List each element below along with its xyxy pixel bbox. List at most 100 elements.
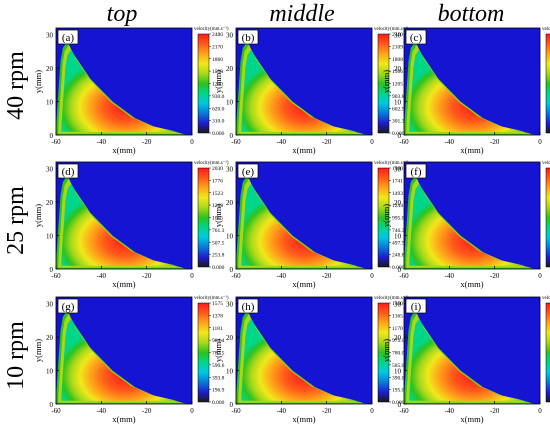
y-tick-label: 20 bbox=[394, 334, 402, 342]
colorbar-tick-label: 0.000 bbox=[392, 400, 405, 406]
y-axis-label: y(mm) bbox=[33, 339, 43, 362]
plot-frame bbox=[235, 296, 373, 405]
colorbar-title: velocity(mm.s⁻¹) bbox=[542, 295, 550, 301]
colorbar-tick-label: 390.0 bbox=[392, 375, 405, 381]
y-tick-label: 10 bbox=[226, 368, 234, 376]
colorbar-tick-label: 2030 bbox=[212, 166, 223, 172]
colorbar-tick-label: 0.000 bbox=[392, 265, 405, 271]
y-axis-label: y(mm) bbox=[213, 339, 223, 362]
panel-label: (g) bbox=[62, 301, 75, 313]
y-tick-label: 20 bbox=[226, 334, 234, 342]
panel-label-box bbox=[237, 163, 259, 179]
y-tick-label: 0 bbox=[230, 132, 234, 140]
y-axis-label: y(mm) bbox=[213, 204, 223, 227]
colorbar-tick-label: 1015 bbox=[212, 216, 223, 222]
panel-label: (d) bbox=[62, 166, 75, 178]
velocity-contour-core bbox=[61, 183, 178, 266]
colorbar-tick-label: 585.0 bbox=[392, 363, 405, 369]
y-tick-label: 10 bbox=[46, 233, 54, 241]
y-tick-label: 0 bbox=[398, 266, 402, 274]
x-tick-label: -40 bbox=[277, 272, 287, 280]
velocity-contour-core bbox=[241, 49, 358, 132]
y-tick-label: 0 bbox=[50, 401, 54, 409]
y-tick-label: 0 bbox=[50, 266, 54, 274]
colorbar-title: velocity(mm.s⁻¹) bbox=[194, 160, 229, 166]
x-tick-label: -20 bbox=[142, 138, 152, 146]
plot-frame bbox=[403, 161, 541, 270]
x-tick-label: -40 bbox=[277, 407, 287, 415]
colorbar-title: velocity(mm.s⁻¹) bbox=[542, 160, 550, 166]
colorbar-tick-label: 1181 bbox=[212, 326, 223, 332]
y-tick-label: 0 bbox=[230, 266, 234, 274]
x-tick-label: -60 bbox=[231, 138, 241, 146]
plot-frame bbox=[55, 296, 193, 405]
x-tick-label: -40 bbox=[445, 138, 455, 146]
colorbar-tick-label: 310.0 bbox=[212, 119, 225, 125]
panel-a: 0 10 20 30 -60 -40 -20 0 x(mm) y(mm) (a) velocity(m… bbox=[33, 26, 229, 155]
panel-f: 0 10 20 30 -60 -40 -20 0 x(mm) y(mm) (f) velocity(m… bbox=[381, 160, 550, 289]
x-tick-label: -20 bbox=[490, 138, 500, 146]
plot-frame bbox=[55, 27, 193, 136]
panel-label-box bbox=[237, 298, 259, 314]
colorbar-tick-label: 1240 bbox=[212, 82, 223, 88]
y-tick-label: 30 bbox=[226, 166, 234, 174]
y-tick-label: 30 bbox=[394, 301, 402, 309]
colorbar-title: velocity(mm.s⁻¹) bbox=[374, 160, 409, 166]
x-tick-label: 0 bbox=[370, 407, 374, 415]
velocity-contour-core bbox=[241, 183, 358, 266]
x-tick-label: -40 bbox=[445, 272, 455, 280]
plot-frame bbox=[235, 161, 373, 270]
colorbar-tick-label: 253.8 bbox=[212, 253, 225, 259]
panel-b: 0 10 20 30 -60 -40 -20 0 x(mm) y(mm) (b) velocity(m… bbox=[213, 26, 409, 155]
colorbar-tick-label: 1523 bbox=[212, 191, 223, 197]
colorbar-tick-label: 497.5 bbox=[392, 240, 405, 246]
colorbar-tick-label: 995.0 bbox=[392, 216, 405, 222]
y-tick-label: 20 bbox=[226, 199, 234, 207]
x-tick-label: 0 bbox=[370, 138, 374, 146]
y-tick-label: 20 bbox=[394, 65, 402, 73]
x-axis-label: x(mm) bbox=[460, 414, 483, 424]
y-axis-label: y(mm) bbox=[213, 70, 223, 93]
y-tick-label: 30 bbox=[46, 166, 54, 174]
colorbar-tick-label: 2109 bbox=[392, 44, 403, 50]
colorbar bbox=[197, 167, 210, 268]
colorbar-tick-label: 975.0 bbox=[392, 338, 405, 344]
colorbar-tick-label: 507.5 bbox=[212, 240, 225, 246]
colorbar-tick-label: 761.3 bbox=[212, 228, 225, 234]
plot-frame bbox=[55, 161, 193, 270]
colorbar-tick-label: 1990 bbox=[392, 166, 403, 172]
colorbar-tick-label: 2410 bbox=[392, 32, 403, 38]
colorbar-tick-label: 0.000 bbox=[392, 131, 405, 137]
y-tick-label: 20 bbox=[226, 65, 234, 73]
x-axis-label: x(mm) bbox=[460, 279, 483, 289]
y-axis-label: y(mm) bbox=[381, 339, 391, 362]
plot-frame bbox=[403, 27, 541, 136]
colorbar-tick-label: 746.3 bbox=[392, 228, 405, 234]
x-axis-label: x(mm) bbox=[292, 414, 315, 424]
colorbar-tick-label: 1560 bbox=[392, 301, 403, 307]
x-tick-label: 0 bbox=[190, 407, 194, 415]
x-tick-label: -20 bbox=[142, 272, 152, 280]
x-tick-label: 0 bbox=[190, 138, 194, 146]
velocity-contour-core bbox=[61, 49, 178, 132]
x-tick-label: -40 bbox=[277, 138, 287, 146]
x-tick-label: -20 bbox=[142, 407, 152, 415]
panel-label: (f) bbox=[411, 166, 422, 178]
x-tick-label: -60 bbox=[51, 272, 61, 280]
panel-label-box bbox=[237, 29, 259, 45]
colorbar-tick-label: 1575 bbox=[212, 301, 223, 307]
colorbar-tick-label: 0.000 bbox=[212, 265, 225, 271]
velocity-contour-core bbox=[409, 183, 526, 266]
colorbar-tick-label: 1550 bbox=[212, 69, 223, 75]
x-tick-label: -20 bbox=[490, 407, 500, 415]
y-tick-label: 10 bbox=[46, 368, 54, 376]
velocity-contour-core bbox=[241, 318, 358, 401]
y-tick-label: 20 bbox=[394, 199, 402, 207]
panel-i: 0 10 20 30 -60 -40 -20 0 x(mm) y(mm) (i) velocity(m… bbox=[381, 295, 550, 424]
colorbar-tick-label: 1244 bbox=[392, 203, 403, 209]
velocity-contour-core bbox=[61, 318, 178, 401]
x-tick-label: -20 bbox=[322, 138, 332, 146]
y-axis-label: y(mm) bbox=[381, 70, 391, 93]
